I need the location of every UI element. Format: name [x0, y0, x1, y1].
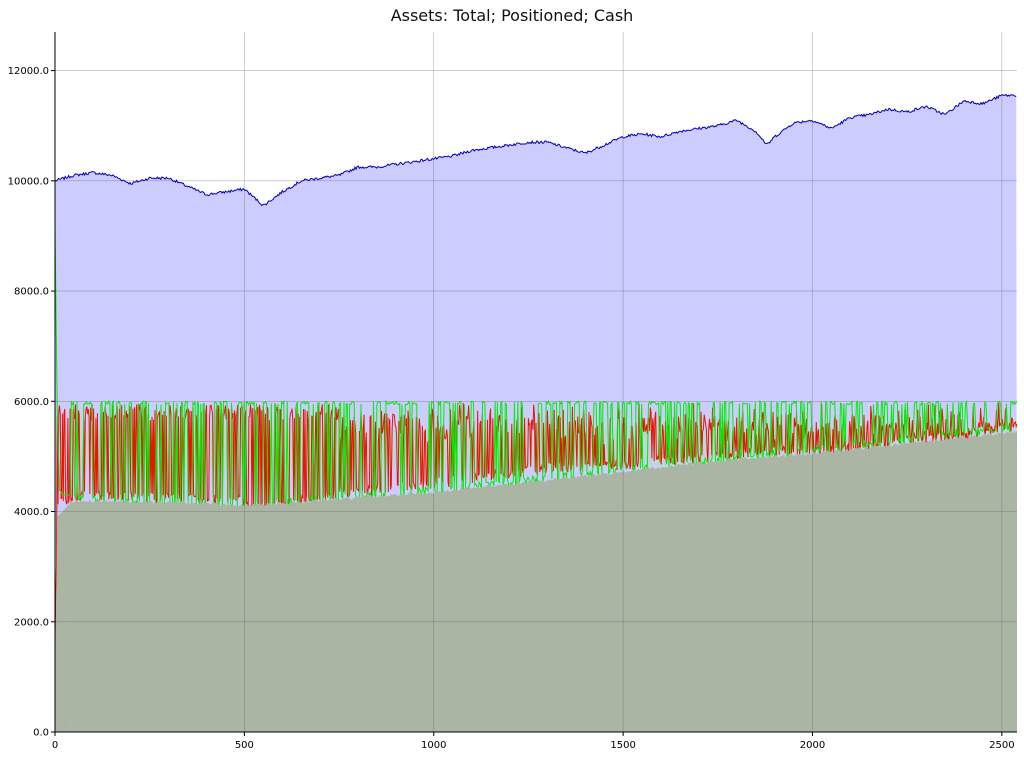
y-tick-label-5: 10000.0 — [8, 176, 49, 187]
x-tick-label-1: 500 — [235, 740, 254, 751]
total-assets-line — [54, 93, 1017, 207]
base-area — [70, 430, 1018, 732]
positioned-series-line — [54, 224, 1018, 521]
x-tick-label-0: 0 — [52, 740, 58, 751]
y-tick-label-6: 12000.0 — [8, 66, 49, 77]
x-tick-label-5: 2500 — [989, 740, 1014, 751]
x-tick-label-3: 1500 — [610, 740, 635, 751]
y-tick-label-4: 8000.0 — [14, 287, 49, 298]
x-tick-label-4: 2000 — [800, 740, 825, 751]
x-tick-label-2: 1000 — [421, 740, 446, 751]
y-tick-label-2: 4000.0 — [14, 507, 49, 518]
y-tick-label-1: 2000.0 — [14, 617, 49, 628]
y-tick-label-3: 6000.0 — [14, 397, 49, 408]
y-tick-label-0: 0.0 — [33, 728, 49, 739]
chart-title: Assets: Total; Positioned; Cash — [390, 6, 634, 25]
base-area-ramp — [55, 503, 71, 732]
